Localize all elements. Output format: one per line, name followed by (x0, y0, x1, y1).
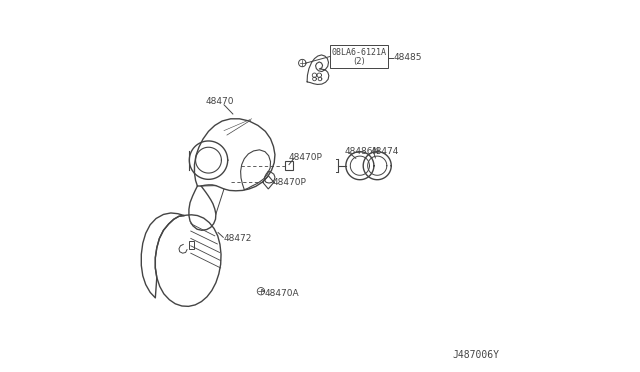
Text: 48470P: 48470P (289, 153, 323, 162)
Text: 48472: 48472 (223, 234, 252, 243)
Text: 48470P: 48470P (273, 178, 307, 187)
Text: 48486N: 48486N (344, 147, 380, 156)
Text: 48470A: 48470A (264, 289, 300, 298)
Bar (285, 161, 292, 170)
Text: 48474: 48474 (370, 147, 399, 156)
Text: J487006Y: J487006Y (452, 350, 499, 360)
Text: 48470: 48470 (205, 97, 234, 106)
Bar (330, 45, 388, 68)
Bar (189, 241, 195, 249)
Text: (2): (2) (353, 57, 365, 66)
Text: 08LA6-6121A: 08LA6-6121A (332, 48, 387, 57)
Text: 48485: 48485 (394, 53, 422, 62)
